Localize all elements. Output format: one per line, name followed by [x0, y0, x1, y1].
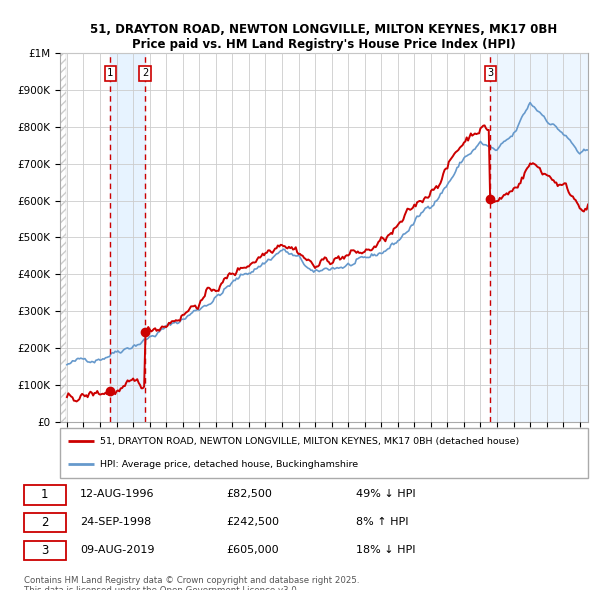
- Text: 3: 3: [41, 543, 49, 556]
- Text: 24-SEP-1998: 24-SEP-1998: [80, 517, 151, 527]
- Bar: [490, 53, 588, 422]
- Text: HPI: Average price, detached house, Buckinghamshire: HPI: Average price, detached house, Buck…: [100, 460, 358, 469]
- Text: £242,500: £242,500: [227, 517, 280, 527]
- Text: 2: 2: [41, 516, 49, 529]
- Text: 51, DRAYTON ROAD, NEWTON LONGVILLE, MILTON KEYNES, MK17 0BH (detached house): 51, DRAYTON ROAD, NEWTON LONGVILLE, MILT…: [100, 437, 519, 446]
- Text: £82,500: £82,500: [227, 489, 272, 499]
- FancyBboxPatch shape: [23, 540, 66, 560]
- FancyBboxPatch shape: [60, 428, 588, 478]
- Text: 8% ↑ HPI: 8% ↑ HPI: [356, 517, 409, 527]
- Title: 51, DRAYTON ROAD, NEWTON LONGVILLE, MILTON KEYNES, MK17 0BH
Price paid vs. HM La: 51, DRAYTON ROAD, NEWTON LONGVILLE, MILT…: [91, 22, 557, 51]
- Text: 1: 1: [107, 68, 113, 78]
- Text: £605,000: £605,000: [227, 545, 280, 555]
- Text: Contains HM Land Registry data © Crown copyright and database right 2025.
This d: Contains HM Land Registry data © Crown c…: [23, 576, 359, 590]
- Text: 49% ↓ HPI: 49% ↓ HPI: [356, 489, 416, 499]
- Text: 09-AUG-2019: 09-AUG-2019: [80, 545, 155, 555]
- Text: 1: 1: [41, 488, 49, 501]
- Bar: [110, 53, 145, 422]
- Text: 3: 3: [487, 68, 494, 78]
- Text: 18% ↓ HPI: 18% ↓ HPI: [356, 545, 416, 555]
- FancyBboxPatch shape: [23, 513, 66, 532]
- FancyBboxPatch shape: [23, 485, 66, 504]
- Text: 12-AUG-1996: 12-AUG-1996: [80, 489, 155, 499]
- Text: 2: 2: [142, 68, 148, 78]
